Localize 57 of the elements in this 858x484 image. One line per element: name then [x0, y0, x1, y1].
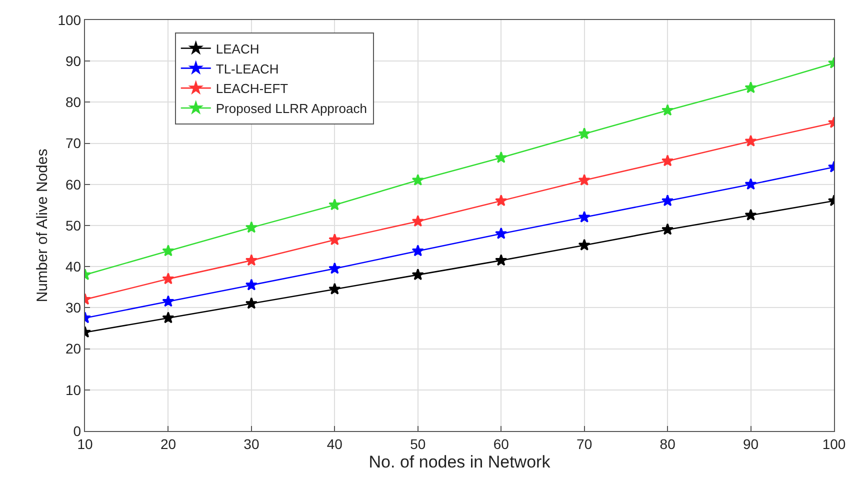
x-tick-label: 20: [160, 436, 176, 452]
point: [661, 154, 674, 166]
x-tick-label: 100: [822, 436, 846, 452]
point: [495, 227, 508, 239]
point: [162, 312, 174, 324]
x-tick-label: 90: [742, 436, 759, 452]
y-tick-label: 70: [66, 135, 82, 152]
point: [412, 244, 424, 256]
legend-label: LEACH: [216, 41, 260, 56]
point: [744, 134, 757, 147]
point: [744, 81, 757, 94]
point: [245, 221, 258, 233]
point: [328, 282, 341, 294]
point: [495, 254, 508, 266]
point: [245, 297, 258, 309]
y-tick-label: 10: [66, 382, 82, 398]
point: [578, 210, 590, 223]
x-tick-label: 40: [326, 436, 343, 452]
point: [744, 208, 757, 221]
y-tick-label: 40: [66, 258, 82, 274]
point: [328, 234, 341, 246]
x-tick-label: 30: [244, 436, 260, 452]
x-axis-title: No. of nodes in Network: [368, 452, 551, 472]
point: [412, 215, 424, 227]
point: [578, 238, 590, 251]
legend-label: Proposed LLRR Approach: [216, 101, 367, 116]
legend-label: TL-LEACH: [216, 61, 279, 76]
y-tick-label: 100: [58, 12, 82, 28]
point: [578, 128, 590, 140]
point: [412, 174, 424, 186]
point: [328, 262, 341, 274]
y-tick-label: 20: [66, 340, 82, 357]
y-tick-label: 30: [66, 300, 82, 316]
point: [162, 295, 174, 307]
x-tick-label: 80: [660, 436, 676, 452]
y-axis-title: Number of Alive Nodes: [34, 148, 51, 302]
point: [495, 194, 508, 206]
x-tick-label: 50: [410, 436, 426, 452]
point: [744, 178, 757, 190]
point: [245, 278, 258, 290]
point: [661, 104, 674, 116]
x-tick-label: 60: [493, 436, 510, 452]
point: [661, 223, 674, 235]
y-tick-label: 90: [66, 53, 82, 69]
x-tick-label: 70: [576, 436, 592, 452]
point: [495, 151, 508, 163]
point: [412, 268, 424, 280]
y-tick-label: 50: [66, 217, 82, 234]
point: [328, 198, 341, 210]
point: [245, 254, 258, 266]
point: [661, 194, 674, 206]
y-tick-label: 60: [66, 176, 82, 192]
legend-label: LEACH-EFT: [216, 81, 288, 96]
point: [162, 244, 174, 256]
point: [578, 174, 590, 186]
point: [162, 272, 174, 284]
y-tick-label: 80: [66, 94, 82, 110]
